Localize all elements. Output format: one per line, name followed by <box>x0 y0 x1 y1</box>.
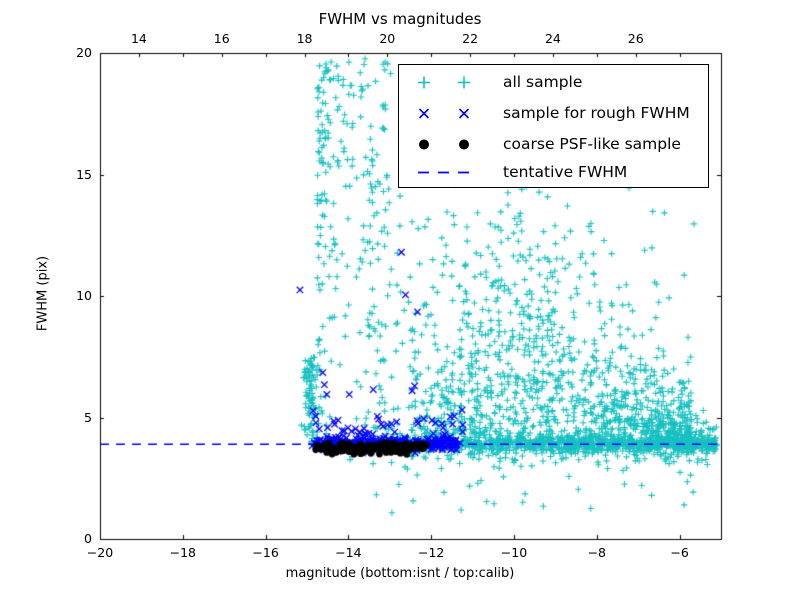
chart-title: FWHM vs magnitudes <box>318 10 482 28</box>
legend-marker-dashed-line-icon <box>399 157 499 188</box>
legend-entry-rough-fwhm: sample for rough FWHM <box>399 98 710 129</box>
chart-legend: all sample sample for rough FWHM <box>398 64 709 188</box>
legend-label: all sample <box>503 73 583 91</box>
legend-entry-all-sample: all sample <box>399 67 710 98</box>
legend-entry-coarse-psf: coarse PSF-like sample <box>399 129 710 160</box>
legend-entry-tentative-fwhm: tentative FWHM <box>399 157 710 188</box>
legend-marker-cross-icon <box>399 98 499 129</box>
legend-label: sample for rough FWHM <box>503 104 690 122</box>
y-axis-label: FWHM (pix) <box>35 255 51 332</box>
legend-marker-plus-icon <box>399 67 499 98</box>
x-axis-label: magnitude (bottom:isnt / top:calib) <box>285 566 515 581</box>
legend-label: tentative FWHM <box>503 163 628 181</box>
legend-label: coarse PSF-like sample <box>503 135 681 153</box>
legend-marker-dot-icon <box>399 129 499 160</box>
